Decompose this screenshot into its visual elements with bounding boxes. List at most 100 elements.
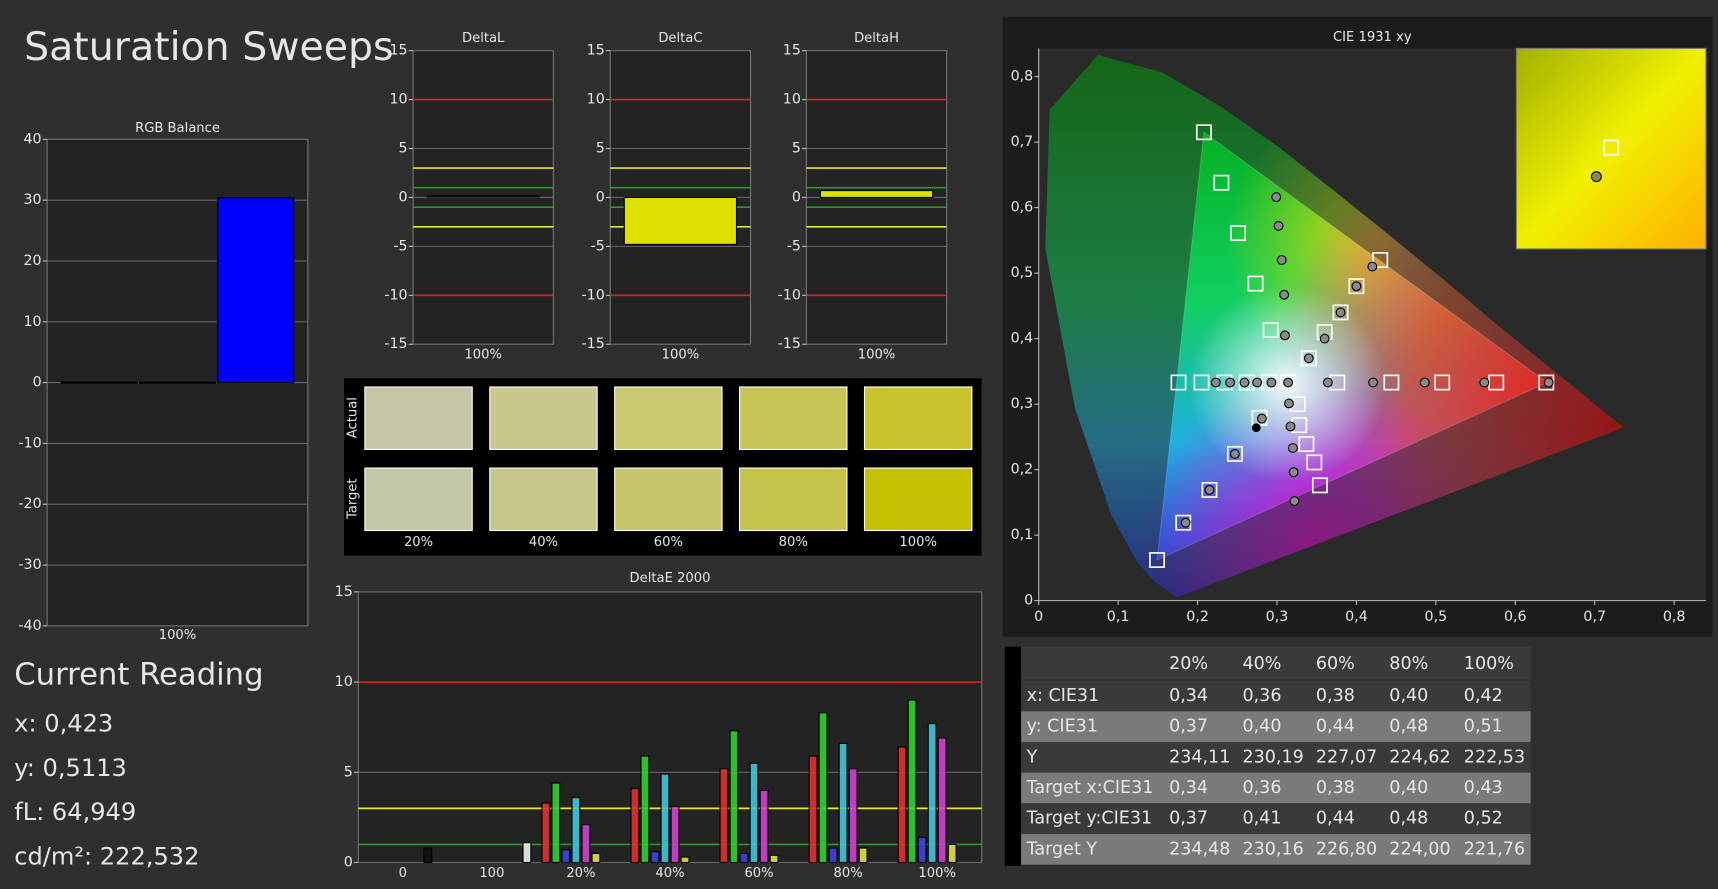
table-header-bg xyxy=(1021,646,1531,680)
bar xyxy=(541,802,551,864)
x-tick-label: 100% xyxy=(918,866,956,881)
y-tick-label: 10 xyxy=(587,92,605,108)
target-point xyxy=(1311,477,1328,494)
table-cell: 230,19 xyxy=(1242,747,1303,767)
target-point xyxy=(1332,304,1349,321)
swatch-column-label: 40% xyxy=(529,535,558,550)
bar xyxy=(907,699,917,864)
swatch xyxy=(739,467,848,532)
x-tick-label: 100% xyxy=(464,348,502,363)
table-header: 100% xyxy=(1464,654,1514,674)
bar xyxy=(581,824,591,864)
bar xyxy=(680,856,690,864)
table-cell: 0,44 xyxy=(1316,809,1355,829)
y-tick-label: -10 xyxy=(778,287,801,303)
y-tick-label: 0,5 xyxy=(1011,265,1034,281)
measured-point xyxy=(1289,496,1300,506)
table-cell: 0,34 xyxy=(1169,778,1208,798)
y-tick-label: 0,6 xyxy=(1011,200,1034,216)
gamut-triangle xyxy=(1156,131,1549,561)
y-tick-label: -20 xyxy=(18,496,41,512)
swatch xyxy=(614,386,723,450)
bar xyxy=(838,742,848,864)
marker-point xyxy=(1251,423,1261,433)
target-point xyxy=(1195,124,1212,141)
table-cell: 0,34 xyxy=(1169,686,1208,706)
bar xyxy=(937,737,947,864)
swatch xyxy=(863,467,973,532)
reading-line: x: 0,423 xyxy=(14,709,113,737)
page-title: Saturation Sweeps xyxy=(24,24,394,70)
x-tick-label: 0,6 xyxy=(1504,609,1527,625)
table-header: 40% xyxy=(1242,654,1281,674)
x-tick-label: 0,5 xyxy=(1425,609,1448,625)
y-tick-label: 0,4 xyxy=(1011,331,1034,347)
bar xyxy=(858,847,868,864)
bar xyxy=(423,847,433,864)
table-cell: 0,37 xyxy=(1169,809,1208,829)
y-tick-label: 20 xyxy=(24,253,42,269)
bar xyxy=(650,851,660,864)
measured-point xyxy=(1280,330,1290,341)
y-tick-label: 0,2 xyxy=(1011,462,1034,478)
y-tick-label: 0,3 xyxy=(1011,396,1034,412)
table-header: 20% xyxy=(1169,654,1208,674)
table-cell: Target x:CIE31 xyxy=(1026,778,1154,798)
inset-circle xyxy=(1590,171,1602,183)
table-cell: 224,62 xyxy=(1389,747,1450,767)
table-cell: 0,36 xyxy=(1242,778,1281,798)
swatch xyxy=(364,386,473,450)
y-tick-label: 0 xyxy=(596,189,605,205)
bar xyxy=(623,196,738,245)
measured-point xyxy=(1367,261,1378,272)
y-tick-label: 5 xyxy=(399,140,408,156)
bar xyxy=(660,773,670,864)
table-cell: 0,48 xyxy=(1389,809,1428,829)
target-point xyxy=(1213,174,1230,191)
target-point xyxy=(1170,374,1187,391)
measured-point xyxy=(1543,377,1554,388)
y-tick-label: 10 xyxy=(783,92,801,108)
x-tick-label: 0,2 xyxy=(1186,609,1209,625)
table-cell: 0,41 xyxy=(1242,809,1281,829)
table-cell: 227,07 xyxy=(1316,747,1377,767)
y-tick-label: 5 xyxy=(792,140,801,156)
table-header: 60% xyxy=(1316,654,1355,674)
bar xyxy=(561,849,571,864)
bar xyxy=(670,806,680,864)
bar xyxy=(927,723,937,864)
measured-point xyxy=(1479,377,1490,388)
y-tick-label: -15 xyxy=(778,336,801,352)
measured-point xyxy=(1229,448,1240,459)
y-tick-label: -40 xyxy=(18,618,41,634)
table-cell: y: CIE31 xyxy=(1027,717,1098,737)
measured-point xyxy=(1204,484,1215,495)
bar xyxy=(739,852,749,864)
bar xyxy=(749,762,759,864)
bar xyxy=(138,381,217,384)
target-point xyxy=(1298,436,1315,453)
swatch-row-label: Target xyxy=(345,478,360,520)
y-tick-label: 0 xyxy=(1024,593,1033,609)
y-tick-label: -5 xyxy=(591,238,605,254)
y-tick-label: 0,7 xyxy=(1011,134,1034,150)
table-cell: 234,48 xyxy=(1169,839,1230,859)
bar xyxy=(848,768,858,864)
bar xyxy=(729,730,739,864)
target-point xyxy=(1383,374,1400,391)
measured-point xyxy=(1368,377,1379,388)
table-row-bg xyxy=(1021,803,1531,835)
table-cell: 0,40 xyxy=(1389,778,1428,798)
bar xyxy=(591,852,601,864)
swatch-column-label: 80% xyxy=(779,535,808,550)
target-point xyxy=(1262,322,1279,339)
y-tick-label: 15 xyxy=(783,43,801,59)
table-cell: 226,80 xyxy=(1316,839,1377,859)
y-tick-label: 0,1 xyxy=(1011,527,1034,543)
x-tick-label: 100% xyxy=(662,348,700,363)
x-tick-label: 20% xyxy=(566,866,595,881)
measured-point xyxy=(1266,377,1277,388)
table-cell: 221,76 xyxy=(1464,839,1525,859)
table-cell: 222,53 xyxy=(1464,747,1525,767)
chart-title: RGB Balance xyxy=(135,121,220,136)
